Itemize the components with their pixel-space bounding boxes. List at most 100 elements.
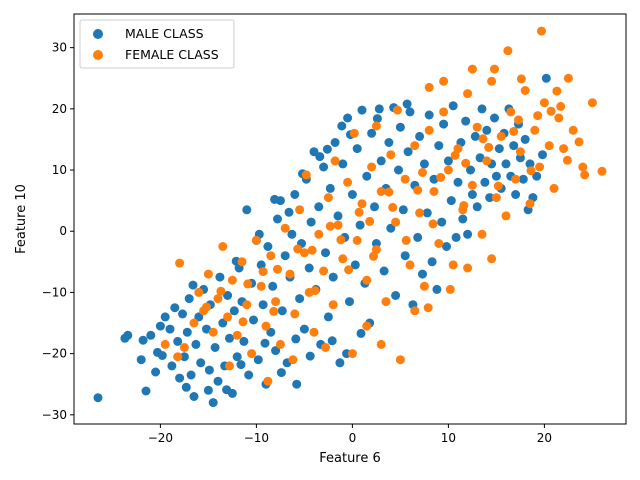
data-point — [347, 190, 357, 199]
data-point — [288, 355, 298, 365]
data-point — [352, 144, 362, 154]
data-point — [179, 343, 189, 352]
data-point — [574, 137, 584, 147]
data-point — [493, 181, 503, 191]
data-point — [391, 291, 401, 300]
data-point — [155, 321, 165, 331]
data-point — [170, 303, 180, 313]
data-point — [273, 214, 282, 224]
data-point — [434, 141, 444, 151]
data-point — [491, 193, 501, 203]
series-female-class — [160, 26, 607, 386]
data-point — [482, 125, 492, 135]
data-point — [333, 211, 343, 221]
data-point — [511, 174, 521, 184]
data-point — [424, 82, 434, 92]
data-point — [343, 177, 353, 187]
data-point — [446, 196, 456, 206]
y-tick-label: −20 — [42, 347, 67, 361]
data-point — [461, 116, 471, 126]
data-point — [314, 202, 324, 212]
data-point — [369, 251, 378, 261]
data-point — [485, 193, 495, 203]
data-point — [338, 159, 348, 169]
data-point — [546, 106, 556, 116]
data-point — [405, 260, 415, 270]
data-point — [511, 190, 521, 199]
data-point — [273, 264, 282, 274]
data-point — [314, 229, 324, 239]
data-point — [562, 155, 572, 165]
data-point — [381, 297, 391, 307]
data-point — [532, 171, 542, 181]
data-point — [395, 122, 405, 132]
data-point — [597, 166, 607, 176]
data-point — [350, 260, 360, 270]
data-point — [535, 162, 545, 172]
data-point — [236, 360, 246, 370]
data-point — [362, 321, 372, 331]
data-point — [285, 269, 295, 279]
data-point — [516, 74, 526, 84]
data-point — [337, 121, 347, 131]
y-tick-label: −10 — [42, 285, 67, 299]
data-point — [533, 111, 543, 121]
data-point — [541, 73, 551, 83]
y-tick-label: −30 — [42, 408, 67, 422]
data-point — [410, 141, 420, 151]
data-point — [439, 119, 449, 129]
data-point — [227, 275, 237, 285]
data-point — [186, 370, 196, 380]
data-point — [501, 211, 511, 221]
data-point — [428, 219, 438, 229]
data-point — [271, 346, 281, 356]
data-point — [305, 351, 315, 361]
data-point — [372, 114, 382, 124]
data-point — [330, 138, 340, 147]
data-point — [280, 251, 290, 261]
legend-label-female-class: FEMALE CLASS — [125, 47, 219, 62]
data-point — [295, 294, 305, 304]
data-point — [208, 398, 218, 408]
data-point — [410, 306, 420, 316]
data-point — [391, 217, 401, 227]
data-point — [307, 245, 317, 255]
data-point — [429, 187, 439, 196]
data-point — [388, 202, 398, 212]
data-point — [352, 235, 362, 245]
data-point — [322, 144, 332, 154]
data-point — [210, 343, 220, 352]
data-point — [202, 302, 211, 312]
x-tick-label: −10 — [244, 431, 269, 445]
data-point — [467, 180, 477, 190]
data-point — [413, 232, 423, 242]
data-point — [253, 355, 263, 365]
data-point — [432, 284, 442, 294]
y-tick-label: 0 — [59, 224, 67, 238]
data-point — [355, 220, 365, 230]
data-point — [271, 297, 281, 307]
data-point — [323, 193, 333, 203]
data-point — [328, 272, 338, 282]
data-point — [263, 242, 273, 251]
x-axis-label: Feature 6 — [319, 451, 381, 466]
data-point — [232, 330, 242, 340]
data-point — [398, 205, 408, 215]
data-point — [556, 101, 566, 111]
data-point — [419, 281, 429, 291]
data-point — [181, 382, 191, 392]
data-point — [299, 324, 309, 334]
data-point — [178, 309, 187, 319]
data-point — [453, 144, 463, 154]
data-point — [232, 352, 242, 362]
data-point — [258, 267, 268, 277]
data-point — [357, 105, 367, 115]
data-point — [458, 214, 468, 224]
data-point — [415, 131, 425, 141]
data-point — [175, 373, 185, 383]
data-point — [374, 104, 384, 114]
data-point — [362, 275, 372, 285]
data-point — [319, 266, 329, 276]
data-point — [480, 177, 490, 187]
